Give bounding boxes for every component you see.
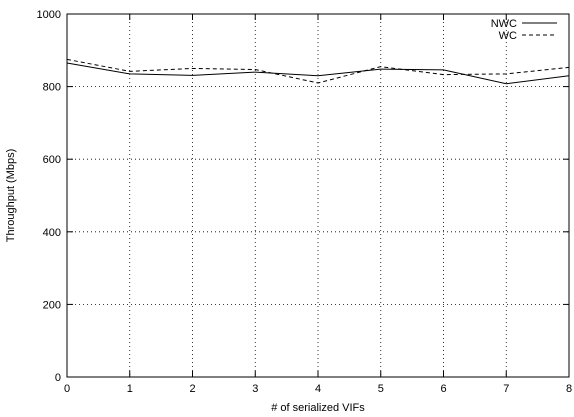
- x-tick-label: 7: [503, 383, 509, 395]
- x-tick-label: 1: [127, 383, 133, 395]
- legend-label-nwc: NWC: [491, 18, 517, 30]
- x-tick-label: 6: [440, 383, 446, 395]
- x-tick-label: 4: [315, 383, 321, 395]
- y-tick-label: 1000: [37, 9, 61, 21]
- grid: [67, 14, 569, 377]
- legend: NWC WC: [491, 18, 557, 42]
- tick-labels: 0 1 2 3 4 5 6 7 8 0 200 400 600 800 1000: [37, 9, 573, 395]
- x-tick-label: 3: [252, 383, 258, 395]
- series: [67, 59, 569, 83]
- y-tick-label: 600: [43, 154, 61, 166]
- x-tick-label: 2: [189, 383, 195, 395]
- y-tick-label: 200: [43, 299, 61, 311]
- x-tick-label: 5: [378, 383, 384, 395]
- y-axis-title: Throughput (Mbps): [5, 149, 17, 243]
- x-tick-label: 8: [566, 383, 572, 395]
- y-tick-label: 400: [43, 227, 61, 239]
- y-tick-label: 0: [55, 372, 61, 384]
- x-tick-label: 0: [64, 383, 70, 395]
- y-tick-label: 800: [43, 82, 61, 94]
- legend-label-wc: WC: [499, 30, 517, 42]
- x-axis-title: # of serialized VIFs: [271, 402, 365, 414]
